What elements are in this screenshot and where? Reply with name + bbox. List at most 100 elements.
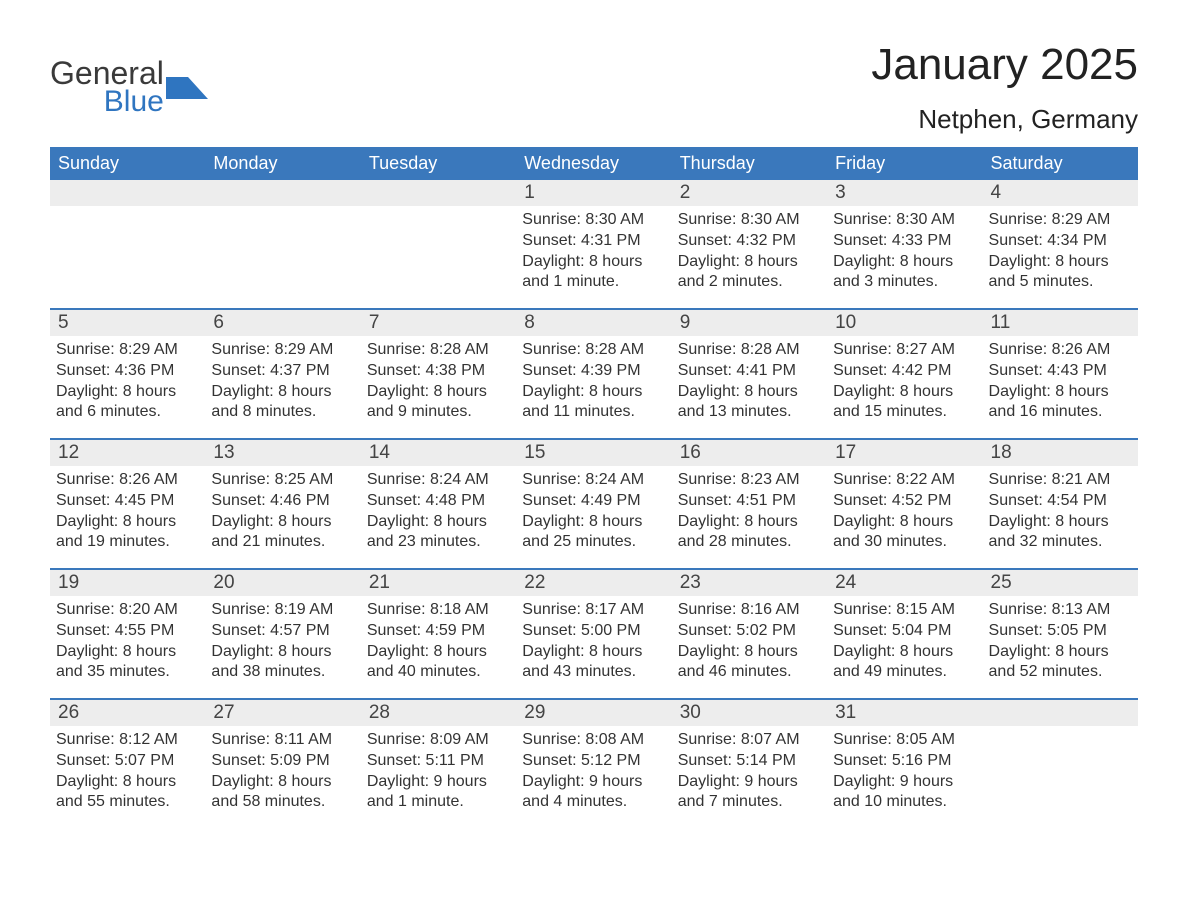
day-daylight1: Daylight: 8 hours — [211, 512, 354, 533]
page-header: General Blue January 2025 Netphen, Germa… — [50, 40, 1138, 135]
day-sunset: Sunset: 4:37 PM — [211, 361, 354, 382]
calendar-day: 8Sunrise: 8:28 AMSunset: 4:39 PMDaylight… — [516, 310, 671, 430]
day-number: 5 — [50, 310, 205, 336]
day-number: 8 — [516, 310, 671, 336]
logo-word-general: General — [50, 58, 164, 88]
day-daylight1: Daylight: 8 hours — [989, 642, 1132, 663]
day-sunrise: Sunrise: 8:25 AM — [211, 470, 354, 491]
day-details: Sunrise: 8:26 AMSunset: 4:45 PMDaylight:… — [50, 466, 205, 555]
day-details: Sunrise: 8:07 AMSunset: 5:14 PMDaylight:… — [672, 726, 827, 815]
day-number — [205, 180, 360, 206]
day-number: 25 — [983, 570, 1138, 596]
calendar-day — [983, 700, 1138, 820]
day-daylight1: Daylight: 8 hours — [56, 512, 199, 533]
day-sunrise: Sunrise: 8:18 AM — [367, 600, 510, 621]
calendar-week: 19Sunrise: 8:20 AMSunset: 4:55 PMDayligh… — [50, 568, 1138, 690]
day-daylight2: and 4 minutes. — [522, 792, 665, 813]
day-daylight1: Daylight: 8 hours — [522, 252, 665, 273]
day-daylight2: and 38 minutes. — [211, 662, 354, 683]
day-sunrise: Sunrise: 8:24 AM — [367, 470, 510, 491]
day-number: 19 — [50, 570, 205, 596]
day-sunset: Sunset: 5:00 PM — [522, 621, 665, 642]
calendar-day: 23Sunrise: 8:16 AMSunset: 5:02 PMDayligh… — [672, 570, 827, 690]
day-sunrise: Sunrise: 8:12 AM — [56, 730, 199, 751]
day-daylight1: Daylight: 8 hours — [678, 382, 821, 403]
day-number — [983, 700, 1138, 726]
day-number: 26 — [50, 700, 205, 726]
day-sunrise: Sunrise: 8:09 AM — [367, 730, 510, 751]
day-sunset: Sunset: 4:57 PM — [211, 621, 354, 642]
day-sunset: Sunset: 5:05 PM — [989, 621, 1132, 642]
calendar-day: 10Sunrise: 8:27 AMSunset: 4:42 PMDayligh… — [827, 310, 982, 430]
day-number: 11 — [983, 310, 1138, 336]
day-sunset: Sunset: 5:02 PM — [678, 621, 821, 642]
day-sunset: Sunset: 4:46 PM — [211, 491, 354, 512]
day-daylight1: Daylight: 8 hours — [989, 252, 1132, 273]
day-daylight1: Daylight: 8 hours — [989, 512, 1132, 533]
calendar-day: 16Sunrise: 8:23 AMSunset: 4:51 PMDayligh… — [672, 440, 827, 560]
day-daylight2: and 28 minutes. — [678, 532, 821, 553]
day-daylight2: and 11 minutes. — [522, 402, 665, 423]
calendar-day: 13Sunrise: 8:25 AMSunset: 4:46 PMDayligh… — [205, 440, 360, 560]
day-details: Sunrise: 8:30 AMSunset: 4:32 PMDaylight:… — [672, 206, 827, 295]
day-number: 30 — [672, 700, 827, 726]
day-sunrise: Sunrise: 8:30 AM — [678, 210, 821, 231]
day-sunrise: Sunrise: 8:13 AM — [989, 600, 1132, 621]
day-sunset: Sunset: 4:52 PM — [833, 491, 976, 512]
day-daylight2: and 15 minutes. — [833, 402, 976, 423]
calendar-day: 18Sunrise: 8:21 AMSunset: 4:54 PMDayligh… — [983, 440, 1138, 560]
day-header: Wednesday — [516, 147, 671, 180]
day-daylight1: Daylight: 8 hours — [989, 382, 1132, 403]
day-daylight2: and 8 minutes. — [211, 402, 354, 423]
day-daylight2: and 30 minutes. — [833, 532, 976, 553]
day-number: 23 — [672, 570, 827, 596]
day-number: 7 — [361, 310, 516, 336]
day-number: 15 — [516, 440, 671, 466]
day-daylight2: and 3 minutes. — [833, 272, 976, 293]
day-number: 1 — [516, 180, 671, 206]
day-details — [983, 726, 1138, 732]
day-daylight2: and 1 minute. — [367, 792, 510, 813]
day-daylight2: and 32 minutes. — [989, 532, 1132, 553]
calendar-week: 12Sunrise: 8:26 AMSunset: 4:45 PMDayligh… — [50, 438, 1138, 560]
calendar-day: 1Sunrise: 8:30 AMSunset: 4:31 PMDaylight… — [516, 180, 671, 300]
day-sunset: Sunset: 4:48 PM — [367, 491, 510, 512]
title-block: January 2025 Netphen, Germany — [871, 40, 1138, 135]
day-daylight2: and 25 minutes. — [522, 532, 665, 553]
calendar-week: 1Sunrise: 8:30 AMSunset: 4:31 PMDaylight… — [50, 180, 1138, 300]
day-sunset: Sunset: 4:39 PM — [522, 361, 665, 382]
day-daylight2: and 35 minutes. — [56, 662, 199, 683]
day-details: Sunrise: 8:24 AMSunset: 4:48 PMDaylight:… — [361, 466, 516, 555]
day-sunrise: Sunrise: 8:20 AM — [56, 600, 199, 621]
calendar-day: 19Sunrise: 8:20 AMSunset: 4:55 PMDayligh… — [50, 570, 205, 690]
day-sunrise: Sunrise: 8:28 AM — [522, 340, 665, 361]
day-daylight1: Daylight: 8 hours — [522, 382, 665, 403]
day-sunset: Sunset: 4:41 PM — [678, 361, 821, 382]
day-number: 16 — [672, 440, 827, 466]
calendar-day: 9Sunrise: 8:28 AMSunset: 4:41 PMDaylight… — [672, 310, 827, 430]
day-details: Sunrise: 8:19 AMSunset: 4:57 PMDaylight:… — [205, 596, 360, 685]
day-number: 21 — [361, 570, 516, 596]
day-daylight2: and 10 minutes. — [833, 792, 976, 813]
day-details — [205, 206, 360, 212]
day-header: Friday — [827, 147, 982, 180]
month-title: January 2025 — [871, 40, 1138, 90]
day-daylight2: and 7 minutes. — [678, 792, 821, 813]
day-details: Sunrise: 8:23 AMSunset: 4:51 PMDaylight:… — [672, 466, 827, 555]
day-details: Sunrise: 8:17 AMSunset: 5:00 PMDaylight:… — [516, 596, 671, 685]
day-daylight1: Daylight: 9 hours — [833, 772, 976, 793]
day-header: Tuesday — [361, 147, 516, 180]
calendar-day: 14Sunrise: 8:24 AMSunset: 4:48 PMDayligh… — [361, 440, 516, 560]
calendar-day: 6Sunrise: 8:29 AMSunset: 4:37 PMDaylight… — [205, 310, 360, 430]
day-sunset: Sunset: 5:16 PM — [833, 751, 976, 772]
day-sunrise: Sunrise: 8:26 AM — [989, 340, 1132, 361]
day-daylight2: and 6 minutes. — [56, 402, 199, 423]
day-daylight1: Daylight: 9 hours — [678, 772, 821, 793]
calendar-day: 28Sunrise: 8:09 AMSunset: 5:11 PMDayligh… — [361, 700, 516, 820]
calendar-day: 30Sunrise: 8:07 AMSunset: 5:14 PMDayligh… — [672, 700, 827, 820]
day-details: Sunrise: 8:28 AMSunset: 4:39 PMDaylight:… — [516, 336, 671, 425]
day-number: 31 — [827, 700, 982, 726]
day-details: Sunrise: 8:08 AMSunset: 5:12 PMDaylight:… — [516, 726, 671, 815]
day-daylight1: Daylight: 8 hours — [56, 772, 199, 793]
calendar-day: 27Sunrise: 8:11 AMSunset: 5:09 PMDayligh… — [205, 700, 360, 820]
